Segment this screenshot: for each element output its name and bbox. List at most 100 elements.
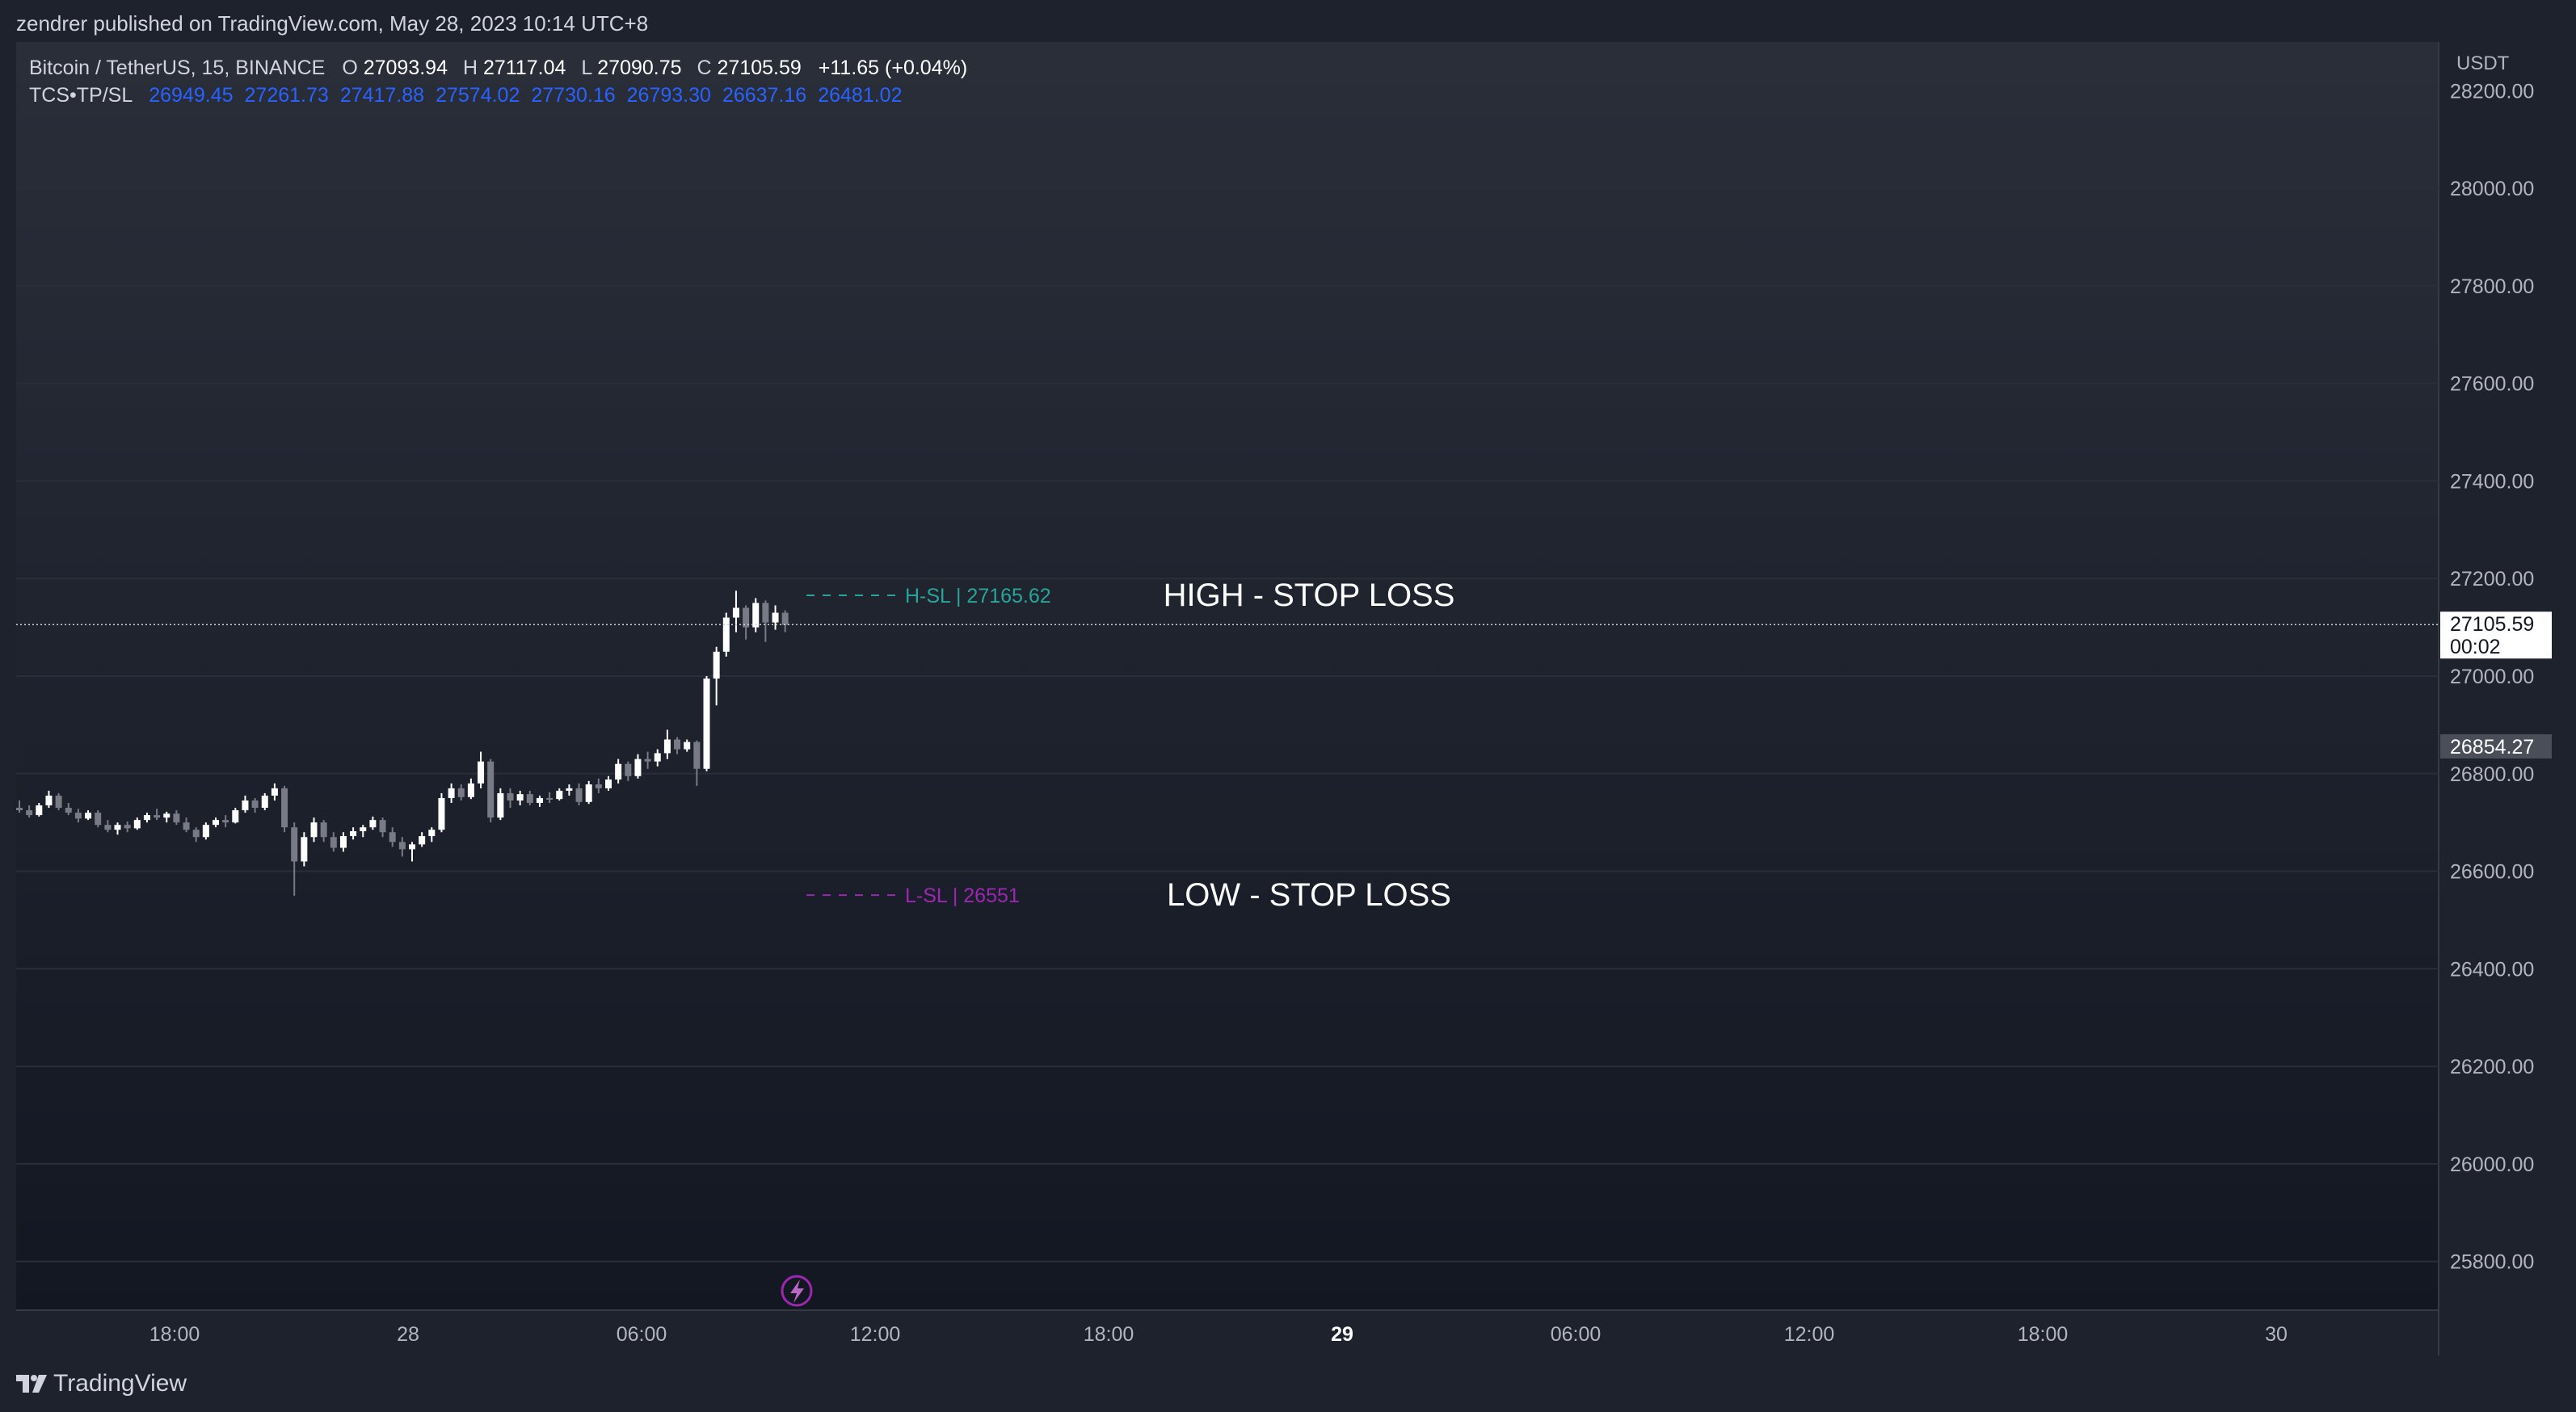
candle-body [232,810,239,823]
candle-body [85,813,92,819]
candle [536,795,543,807]
time-axis[interactable]: 18:00 28 06:00 12:00 18:00 29 06:00 12:00 18:00 3… [149,1323,2288,1346]
footer: TradingView [0,1357,2576,1412]
price-tick-label: 26800.00 [2450,763,2534,786]
candle [752,598,760,632]
candle [369,816,377,830]
candle-body [222,820,229,823]
price-change: +11.65 (+0.04%) [819,57,967,79]
indicator-value: 26949.45 [149,84,233,107]
candle-body [183,822,190,830]
candle [419,832,426,847]
candle-body [281,788,288,828]
svg-text:Bitcoin / TetherUS, 15, BINANC: Bitcoin / TetherUS, 15, BINANCE O 27093.… [29,57,967,79]
candle [45,790,53,809]
candle-body [192,830,200,838]
candle-body [213,820,219,826]
candle-body [36,805,43,816]
marker-price-label: 26854.27 [2450,736,2534,759]
candle-body [585,784,592,802]
candle-body [350,831,357,837]
candle [183,817,190,833]
open-label: O [342,57,357,79]
candle [251,797,259,813]
indicator-value: 26793.30 [627,84,711,107]
candle-body [713,651,720,679]
candle [732,590,739,632]
candle-body [703,679,710,769]
footer-brand: TradingView [53,1370,187,1397]
time-tick-label: 18:00 [2018,1323,2069,1346]
price-tick-label: 26600.00 [2450,861,2534,884]
candle [133,817,141,830]
candle-body [271,788,278,796]
candle [605,775,612,791]
symbol-title: Bitcoin / TetherUS, 15, BINANCE [29,57,325,79]
candle [124,821,131,833]
indicator-value: 27261.73 [245,84,329,107]
indicator-name: TCS•TP/SL [29,84,133,107]
price-chart[interactable]: 28200.00 28000.00 27800.00 27600.00 27400.00… [16,42,2560,1355]
last-price-label: 27105.59 [2450,613,2534,636]
alert-icon[interactable] [781,1275,813,1307]
candle-body [251,800,259,809]
candle-body [772,612,779,623]
candle [261,792,268,811]
candle [192,827,200,843]
candle [173,810,180,826]
candle [644,751,651,769]
last-price-badge [2440,611,2552,659]
candle-body [625,763,632,776]
stop-level-annotation: HIGH - STOP LOSS [1164,578,1455,613]
candle [114,822,121,835]
candle [154,809,161,821]
candle [575,783,583,806]
candle-body [457,788,465,797]
candle-body [320,822,327,838]
time-tick-label: 12:00 [850,1323,901,1346]
candle [26,805,33,818]
candle-body [330,837,337,848]
candle-body [369,820,377,828]
candle [398,837,406,857]
price-tick-label: 27800.00 [2450,275,2534,298]
time-tick-label: 06:00 [617,1323,667,1346]
currency-label: USDT [2456,53,2510,74]
high-value: 27117.04 [483,57,566,79]
price-axis[interactable]: 28200.00 28000.00 27800.00 27600.00 27400.00… [2440,80,2552,1274]
candle [95,810,102,828]
candle [585,780,592,805]
candle-body [516,794,524,801]
candle [360,825,367,838]
candle [615,759,622,784]
candle-body [684,742,691,750]
candle-body [389,832,396,843]
price-tick-label: 28200.00 [2450,80,2534,103]
chart-area[interactable]: 28200.00 28000.00 27800.00 27600.00 27400.00… [16,42,2560,1355]
candle-body [722,617,730,652]
marker-price-badge [2440,733,2552,759]
price-tick-label: 27000.00 [2450,666,2534,688]
candle [478,751,485,788]
candle-body [566,788,573,791]
candle [762,600,769,642]
candle-body [478,761,485,784]
candle [291,822,298,896]
time-tick-label: 30 [2265,1323,2288,1346]
candle-body [133,820,141,829]
price-axis-background [2439,42,2560,1355]
candle-body [615,763,622,780]
candle [65,803,72,816]
time-tick-label: 28 [397,1323,419,1346]
candle-body [663,739,671,754]
candle-body [556,790,563,800]
candle [242,795,249,813]
candle [232,808,239,824]
close-label: C [697,57,712,79]
candle [55,792,62,811]
price-tick-label: 26200.00 [2450,1056,2534,1078]
candle [713,646,720,706]
candle-body [546,797,554,800]
candle-body [360,827,367,832]
